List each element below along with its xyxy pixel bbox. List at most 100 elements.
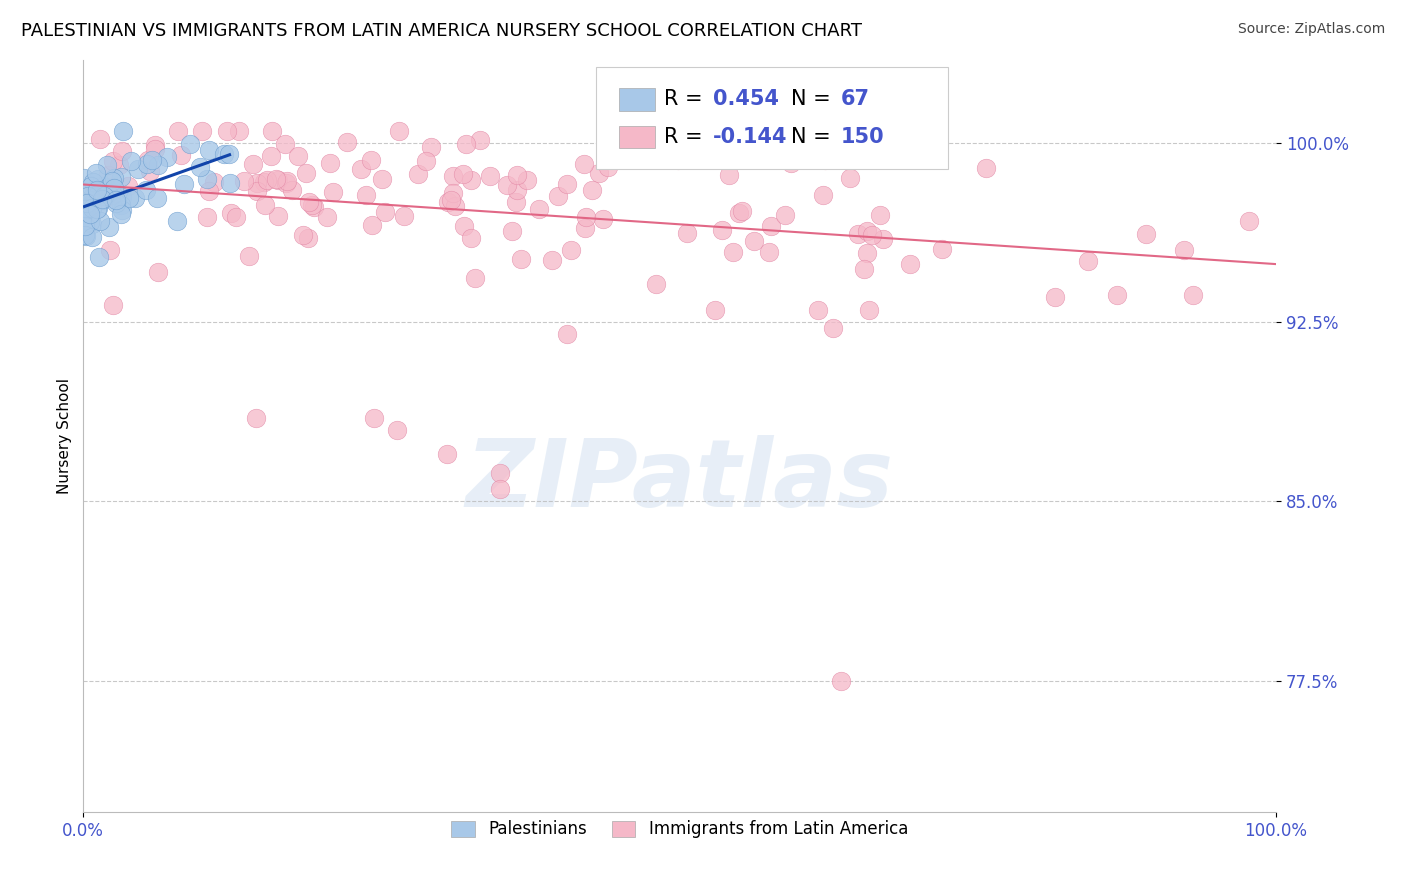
Point [592,212,614,227]
Point [603,137,626,152]
Point [506,169,529,183]
Text: Source: ZipAtlas.com: Source: ZipAtlas.com [1237,22,1385,37]
Point [721,244,744,259]
Point [215,124,238,138]
Point [110,169,132,184]
Point [111,124,134,138]
Point [555,177,578,191]
Text: PALESTINIAN VS IMMIGRANTS FROM LATIN AMERICA NURSERY SCHOOL CORRELATION CHART: PALESTINIAN VS IMMIGRANTS FROM LATIN AME… [21,22,862,40]
Point [242,157,264,171]
Point [75,219,97,234]
Point [86,202,108,216]
Point [460,173,482,187]
Point [82,175,104,189]
FancyBboxPatch shape [619,88,655,111]
Point [212,147,235,161]
Point [704,303,727,318]
Point [77,202,100,216]
Point [90,192,112,206]
Point [253,175,276,189]
Point [111,190,134,204]
Point [879,143,901,157]
Point [420,140,443,154]
Point [856,224,879,238]
Point [228,124,250,138]
Point [441,169,464,183]
Point [821,320,844,334]
Point [127,162,149,177]
Point [807,145,830,160]
Point [758,244,780,259]
Point [96,186,118,201]
Point [1135,227,1157,241]
Point [839,171,862,186]
Point [79,199,101,213]
Point [148,264,170,278]
Point [156,150,179,164]
Point [105,196,128,211]
Point [516,173,538,187]
Point [281,183,304,197]
Point [505,194,527,209]
Point [219,206,242,220]
Point [441,186,464,200]
Point [103,298,125,312]
Point [86,186,108,200]
Point [644,277,666,291]
Point [454,137,477,152]
Point [581,183,603,197]
Point [254,197,277,211]
Point [86,202,108,217]
Point [673,151,696,165]
Point [745,125,768,139]
Point [931,242,953,256]
Point [572,157,595,171]
FancyBboxPatch shape [596,67,948,169]
Point [103,188,125,202]
Text: R =: R = [664,127,710,147]
Point [773,209,796,223]
Point [117,190,139,204]
Point [560,244,582,258]
Point [350,162,373,177]
Point [540,253,562,268]
Point [80,178,103,193]
Point [478,169,501,184]
Point [136,156,159,170]
Point [574,220,596,235]
Point [101,174,124,188]
Point [238,249,260,263]
Point [266,173,288,187]
Point [146,158,169,172]
Point [436,194,458,209]
Point [276,174,298,188]
Text: 0.454: 0.454 [713,89,779,110]
Point [179,137,201,152]
Point [101,153,124,168]
Point [322,185,344,199]
Point [853,262,876,277]
Point [460,231,482,245]
Point [80,196,103,211]
Point [555,327,578,342]
Point [759,219,782,233]
Point [260,149,283,163]
Point [190,160,212,174]
Text: 67: 67 [841,89,870,110]
Point [111,144,134,158]
Point [1105,288,1128,302]
Point [893,150,915,164]
Point [575,210,598,224]
Point [374,205,396,219]
Point [370,172,392,186]
Point [110,206,132,220]
Point [415,153,437,168]
Point [76,189,98,203]
Point [117,178,139,193]
Point [93,189,115,203]
Point [974,161,997,176]
Point [141,153,163,167]
Point [111,202,134,217]
Point [197,171,219,186]
Point [1237,214,1260,228]
